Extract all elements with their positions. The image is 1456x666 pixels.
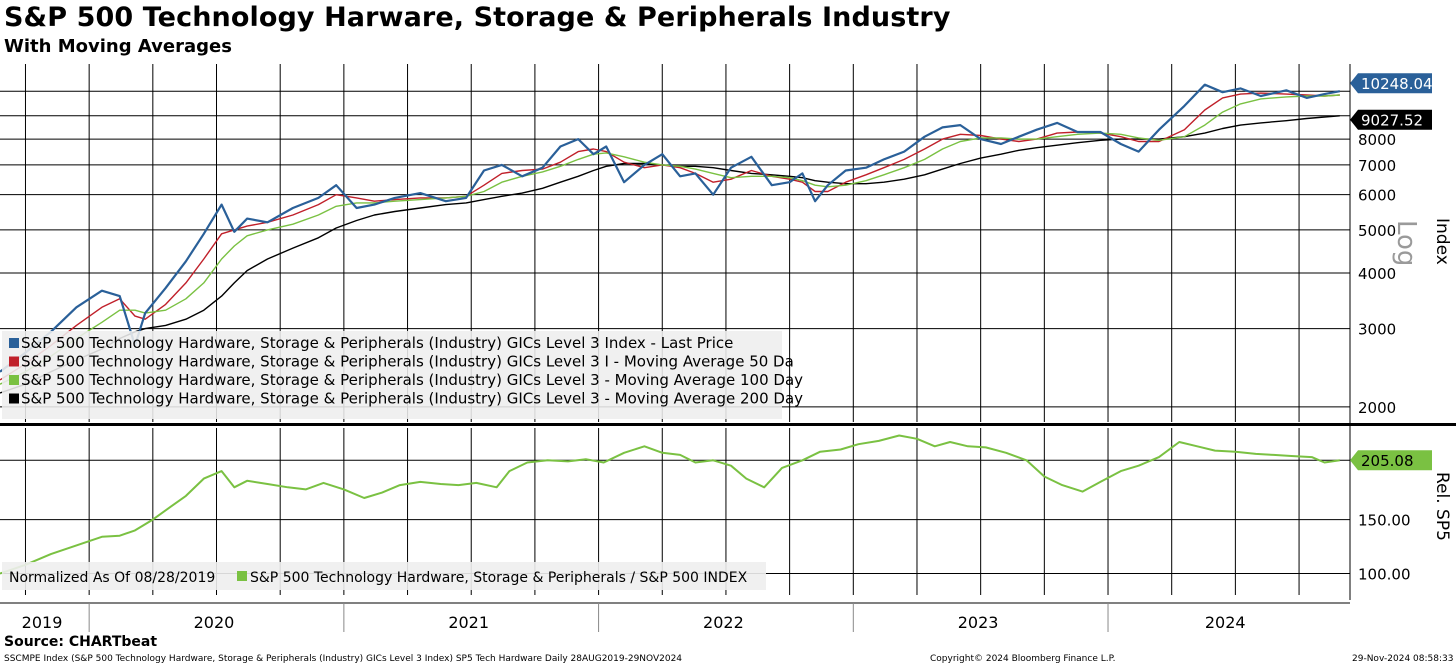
- axis-layer: [0, 64, 1456, 632]
- legend-swatch: [9, 393, 19, 404]
- legend-entry: S&P 500 Technology Hardware, Storage & P…: [250, 570, 748, 586]
- log-scale-label: Log: [1391, 220, 1421, 266]
- ma200-tag-shape: [1350, 109, 1432, 130]
- y-tick-label: 4000: [1358, 265, 1396, 283]
- last-price-tag: 10248.04: [1350, 73, 1433, 94]
- x-year-label: 2022: [703, 613, 744, 632]
- chart-subtitle: With Moving Averages: [4, 36, 232, 57]
- series-line-ma50: [0, 92, 1340, 381]
- chart-title: S&P 500 Technology Harware, Storage & Pe…: [4, 2, 951, 33]
- y-tick-label: 8000: [1358, 131, 1396, 149]
- footer-copyright: Copyright© 2024 Bloomberg Finance L.P.: [930, 654, 1116, 664]
- y-tick-label: 100.00: [1358, 565, 1411, 583]
- relative-tag: 205.08: [1350, 450, 1432, 471]
- ma200-tag-text: 9027.52: [1361, 112, 1423, 130]
- top-axis-title: Index: [1432, 218, 1452, 265]
- legend-swatch: [237, 571, 247, 581]
- source-note: Source: CHARTbeat: [4, 634, 158, 650]
- y-tick-label: 2000: [1358, 399, 1396, 417]
- legend-entry: S&P 500 Technology Hardware, Storage & P…: [21, 390, 803, 408]
- bottom-legend-box: [2, 562, 766, 590]
- y-tick-label: 150.00: [1358, 512, 1411, 530]
- legend-entry: S&P 500 Technology Hardware, Storage & P…: [21, 334, 733, 352]
- x-year-label: 2020: [194, 613, 235, 632]
- y-tick-label: 7000: [1358, 157, 1396, 175]
- series-line-price: [0, 83, 1341, 373]
- y-tick-label: 3000: [1358, 321, 1396, 339]
- relative-tag-text: 205.08: [1361, 452, 1414, 470]
- x-year-label: 2021: [448, 613, 489, 632]
- y-tick-label: 5000: [1358, 222, 1396, 240]
- ma200-tag: 9027.52: [1350, 109, 1432, 130]
- legend-normalized-note: Normalized As Of 08/28/2019: [9, 570, 215, 586]
- top-legend-box: [2, 331, 782, 419]
- legend-swatch: [9, 375, 19, 385]
- x-year-label: 2019: [22, 613, 63, 632]
- series-line-ma100: [0, 94, 1340, 385]
- legend-entry: S&P 500 Technology Hardware, Storage & P…: [21, 353, 794, 371]
- footer-timestamp: 29-Nov-2024 08:58:33: [1352, 654, 1454, 664]
- series-layer: [0, 83, 1341, 575]
- series-line-relative-0: [0, 434, 1340, 575]
- last-price-tag-text: 10248.04: [1361, 75, 1433, 93]
- bottom-axis-title: Rel. SP5: [1432, 472, 1452, 541]
- footer-description: SSCMPE Index (S&P 500 Technology Hardwar…: [4, 654, 683, 664]
- label-layer: 2019 2020 2021 2022 2023 2024 8000 7000 6000 5000…: [2, 73, 1452, 632]
- x-year-label: 2023: [958, 613, 999, 632]
- y-tick-label: 6000: [1358, 187, 1396, 205]
- legend-swatch: [9, 338, 19, 348]
- last-price-tag-shape: [1350, 73, 1432, 94]
- legend-swatch: [9, 356, 19, 367]
- x-year-label: 2024: [1205, 613, 1246, 632]
- relative-tag-shape: [1350, 450, 1432, 471]
- legend-entry: S&P 500 Technology Hardware, Storage & P…: [21, 371, 803, 389]
